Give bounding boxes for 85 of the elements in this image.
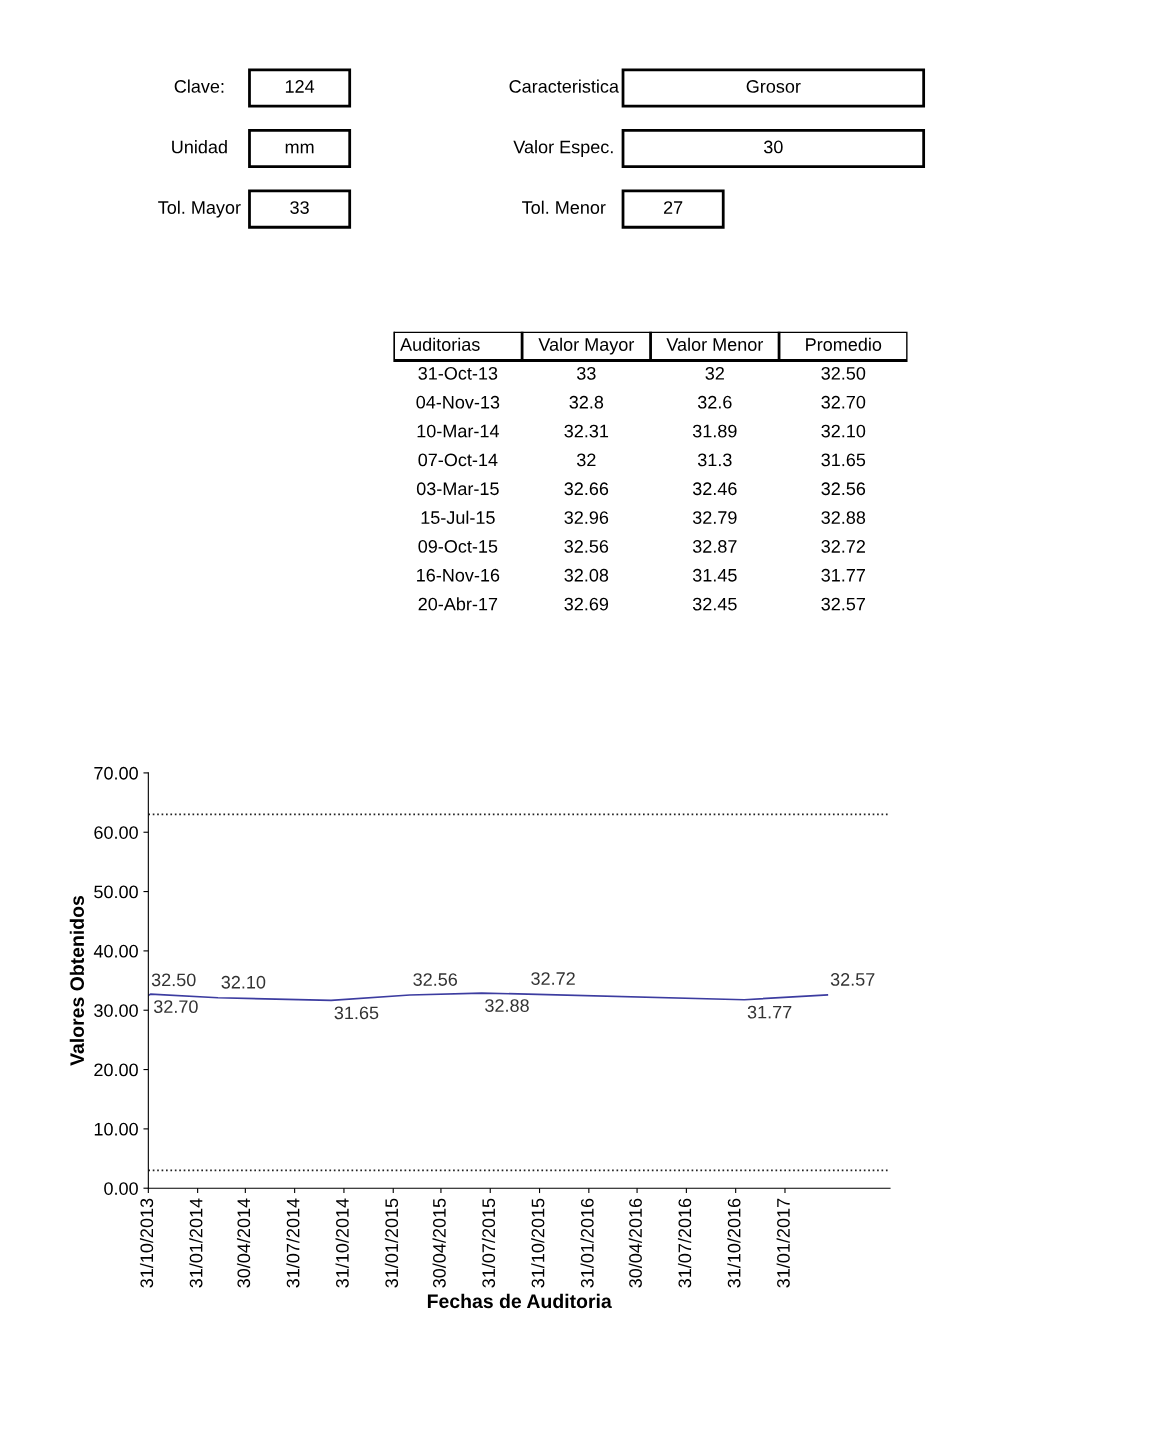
text: 32.31: [564, 424, 609, 438]
text: 32.87: [692, 540, 737, 553]
data-label: 31.65: [334, 1006, 379, 1020]
data-label: 32.72: [531, 972, 575, 985]
text: 32.72: [821, 540, 865, 553]
x-tick-label: 31/07/2016: [677, 1198, 692, 1288]
data-label: 32.57: [830, 973, 875, 986]
text: 27: [663, 201, 683, 214]
x-tick-label: 31/01/2016: [580, 1198, 594, 1288]
text: 31.65: [821, 453, 866, 467]
y-tick-label: 30.00: [94, 1004, 138, 1017]
data-label: 32.56: [413, 973, 458, 986]
text: 04-Nov-13: [416, 395, 500, 409]
text: 32.08: [564, 568, 609, 582]
data-label: 31.77: [747, 1005, 792, 1019]
text: Grosor: [746, 80, 801, 93]
text: 31.77: [821, 568, 865, 582]
text: Caracteristica: [509, 79, 619, 93]
x-tick-label: 31/10/2016: [727, 1198, 741, 1288]
text: 15-Jul-15: [421, 510, 495, 524]
text: 32.66: [564, 482, 609, 496]
text: 07-Oct-14: [418, 453, 498, 467]
text: 33: [290, 201, 309, 214]
text: 32.8: [569, 395, 604, 409]
text: Valor Mayor: [538, 337, 635, 355]
y-tick-label: 20.00: [94, 1063, 138, 1077]
text: 32.79: [692, 511, 737, 524]
data-label: 32.10: [221, 975, 266, 989]
text: 30: [763, 140, 783, 154]
text: 32.70: [821, 395, 866, 409]
data-label: 32.70: [153, 1000, 198, 1014]
y-tick-label: 70.00: [94, 766, 138, 780]
text: 31.3: [697, 453, 732, 467]
x-tick-label: 31/01/2017: [776, 1198, 790, 1288]
y-tick-label: 50.00: [94, 885, 138, 899]
text: 32.6: [697, 395, 732, 409]
text: 31.89: [692, 424, 737, 438]
text: Clave:: [174, 79, 224, 93]
x-tick-label: 31/10/2014: [335, 1198, 349, 1288]
x-tick-label: 31/10/2013: [139, 1198, 154, 1288]
text: 32.88: [821, 511, 866, 524]
text: 32.46: [692, 482, 737, 496]
x-tick-label: 31/01/2015: [384, 1198, 399, 1288]
text: 10-Mar-14: [417, 424, 499, 438]
data-label: 32.88: [485, 999, 529, 1012]
x-tick-label: 30/04/2016: [628, 1198, 642, 1288]
text: 32.57: [821, 597, 865, 611]
text: 32: [576, 453, 596, 467]
text: Valor Menor: [666, 337, 764, 351]
text: 32.69: [564, 597, 609, 611]
text: 33: [576, 366, 596, 380]
text: Tol. Mayor: [158, 200, 241, 218]
x-axis-title: Fechas de Auditoria: [427, 1293, 612, 1309]
x-tick-label: 31/07/2014: [286, 1198, 300, 1288]
text: Auditorias: [400, 337, 480, 351]
text: 31.45: [692, 568, 737, 582]
text: 32.56: [564, 540, 609, 553]
text: 124: [285, 80, 315, 93]
text: Unidad: [172, 140, 227, 154]
text: 32.10: [821, 424, 866, 438]
text: 32.96: [564, 511, 609, 524]
data-label: 32.50: [151, 973, 196, 987]
x-tick-label: 31/01/2014: [189, 1198, 203, 1288]
text: Tol. Menor: [522, 200, 606, 214]
text: 16-Nov-16: [417, 568, 500, 582]
text: 20-Abr-17: [418, 597, 498, 611]
text: Promedio: [806, 337, 882, 351]
text: 32.50: [821, 366, 866, 380]
text: 31-Oct-13: [418, 366, 498, 380]
text: mm: [285, 143, 314, 154]
y-tick-label: 40.00: [93, 944, 138, 958]
y-tick-label: 60.00: [94, 826, 138, 839]
text: 32.56: [821, 482, 866, 496]
y-tick-label: 10.00: [94, 1122, 138, 1136]
x-tick-label: 30/04/2015: [432, 1198, 446, 1288]
text: 09-Oct-15: [418, 540, 498, 553]
y-tick-label: 0.00: [104, 1182, 138, 1195]
text: 32: [705, 366, 724, 380]
x-tick-label: 31/10/2015: [531, 1198, 545, 1288]
text: 32.45: [692, 597, 737, 611]
x-tick-label: 30/04/2014: [236, 1198, 251, 1288]
text: 03-Mar-15: [416, 482, 499, 496]
x-tick-label: 31/07/2015: [481, 1198, 496, 1288]
text: Valor Espec.: [513, 140, 613, 157]
y-axis-title: Valores Obtenidos: [69, 895, 85, 1066]
